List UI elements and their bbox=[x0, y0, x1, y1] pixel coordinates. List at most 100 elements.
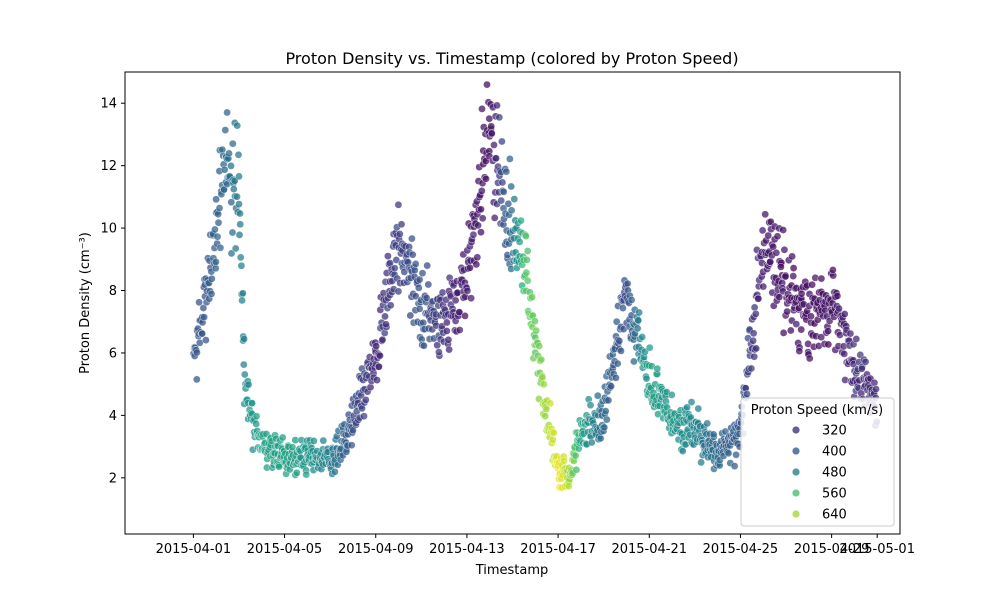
data-point bbox=[490, 214, 499, 222]
data-point bbox=[510, 195, 519, 203]
data-point bbox=[743, 390, 751, 398]
data-point bbox=[236, 253, 245, 262]
data-point bbox=[193, 348, 201, 357]
data-point bbox=[252, 412, 261, 421]
data-point bbox=[487, 122, 496, 131]
data-point bbox=[549, 436, 557, 444]
y-axis-title: Proton Density (cm⁻³) bbox=[78, 232, 93, 374]
data-point bbox=[483, 80, 491, 89]
data-point bbox=[477, 205, 485, 214]
legend-label: 400 bbox=[822, 445, 847, 460]
y-tick-label: 12 bbox=[100, 159, 117, 174]
data-point bbox=[227, 198, 236, 206]
data-point bbox=[752, 309, 760, 318]
data-point bbox=[236, 220, 244, 229]
x-tick-label: 2015-04-17 bbox=[520, 542, 596, 557]
data-point bbox=[228, 139, 237, 148]
data-point bbox=[461, 312, 469, 320]
data-point bbox=[779, 226, 788, 234]
data-point bbox=[668, 391, 676, 399]
data-point bbox=[435, 348, 443, 356]
y-axis: 2 4 6 8 10 12 14 bbox=[100, 97, 125, 486]
data-point bbox=[361, 396, 370, 404]
data-point bbox=[630, 357, 638, 366]
data-point bbox=[498, 137, 506, 146]
data-point bbox=[588, 438, 596, 447]
data-point bbox=[601, 407, 610, 415]
x-tick-label: 2015-04-09 bbox=[338, 542, 414, 557]
data-point bbox=[807, 312, 815, 321]
data-point bbox=[467, 294, 475, 303]
data-point bbox=[195, 298, 203, 307]
data-point bbox=[214, 218, 223, 227]
data-point bbox=[502, 167, 511, 176]
data-point bbox=[754, 294, 763, 303]
legend-marker bbox=[792, 426, 801, 435]
data-point bbox=[406, 311, 415, 320]
data-point bbox=[645, 343, 654, 352]
y-tick-label: 2 bbox=[109, 471, 117, 486]
legend-title: Proton Speed (km/s) bbox=[751, 403, 883, 418]
data-point bbox=[381, 312, 389, 321]
data-point bbox=[372, 342, 381, 350]
data-point bbox=[817, 333, 826, 342]
data-point bbox=[233, 192, 241, 201]
data-point bbox=[213, 232, 222, 241]
data-point bbox=[772, 248, 781, 257]
data-point bbox=[408, 234, 416, 243]
data-point bbox=[419, 318, 428, 327]
legend-entry: 560 bbox=[792, 487, 847, 502]
data-point bbox=[506, 155, 514, 163]
data-point bbox=[638, 333, 647, 341]
data-point bbox=[455, 326, 464, 334]
x-tick-label: 2015-04-13 bbox=[429, 542, 505, 557]
data-point bbox=[227, 162, 235, 170]
y-tick-label: 6 bbox=[109, 346, 117, 361]
data-point bbox=[870, 378, 879, 387]
data-point bbox=[724, 449, 733, 458]
data-point bbox=[523, 255, 531, 264]
data-point bbox=[817, 274, 826, 283]
data-point bbox=[240, 335, 248, 343]
data-point bbox=[319, 436, 328, 445]
chart-title: Proton Density vs. Timestamp (colored by… bbox=[285, 49, 738, 68]
data-point bbox=[424, 280, 433, 289]
data-point bbox=[390, 264, 399, 273]
data-point bbox=[487, 129, 496, 138]
data-point bbox=[478, 214, 487, 223]
x-tick-label: 2015-04-25 bbox=[703, 542, 779, 557]
data-point bbox=[302, 470, 311, 479]
data-point bbox=[229, 185, 238, 193]
data-point bbox=[858, 364, 866, 373]
data-point bbox=[542, 405, 551, 414]
data-point bbox=[418, 269, 427, 278]
data-point bbox=[455, 308, 464, 317]
legend-label: 640 bbox=[822, 508, 847, 523]
y-tick-label: 14 bbox=[100, 97, 117, 112]
data-point bbox=[694, 404, 703, 413]
data-point bbox=[228, 228, 237, 237]
data-point bbox=[540, 380, 548, 389]
data-point bbox=[415, 275, 424, 284]
data-point bbox=[211, 225, 219, 234]
data-point bbox=[233, 121, 241, 130]
legend-label: 560 bbox=[822, 487, 847, 502]
legend-marker bbox=[792, 510, 801, 519]
data-point bbox=[485, 114, 494, 123]
data-point bbox=[607, 382, 615, 391]
data-point bbox=[523, 276, 532, 285]
data-point bbox=[411, 292, 420, 301]
data-point bbox=[750, 352, 759, 361]
data-point bbox=[463, 286, 472, 295]
data-point bbox=[466, 263, 474, 272]
data-point bbox=[615, 337, 624, 345]
data-point bbox=[423, 261, 432, 270]
data-point bbox=[840, 310, 849, 318]
data-point bbox=[703, 419, 712, 428]
data-point bbox=[634, 316, 643, 325]
data-point bbox=[231, 244, 240, 253]
data-point bbox=[627, 296, 636, 304]
data-point bbox=[642, 374, 651, 383]
legend-entry: 400 bbox=[792, 445, 847, 460]
